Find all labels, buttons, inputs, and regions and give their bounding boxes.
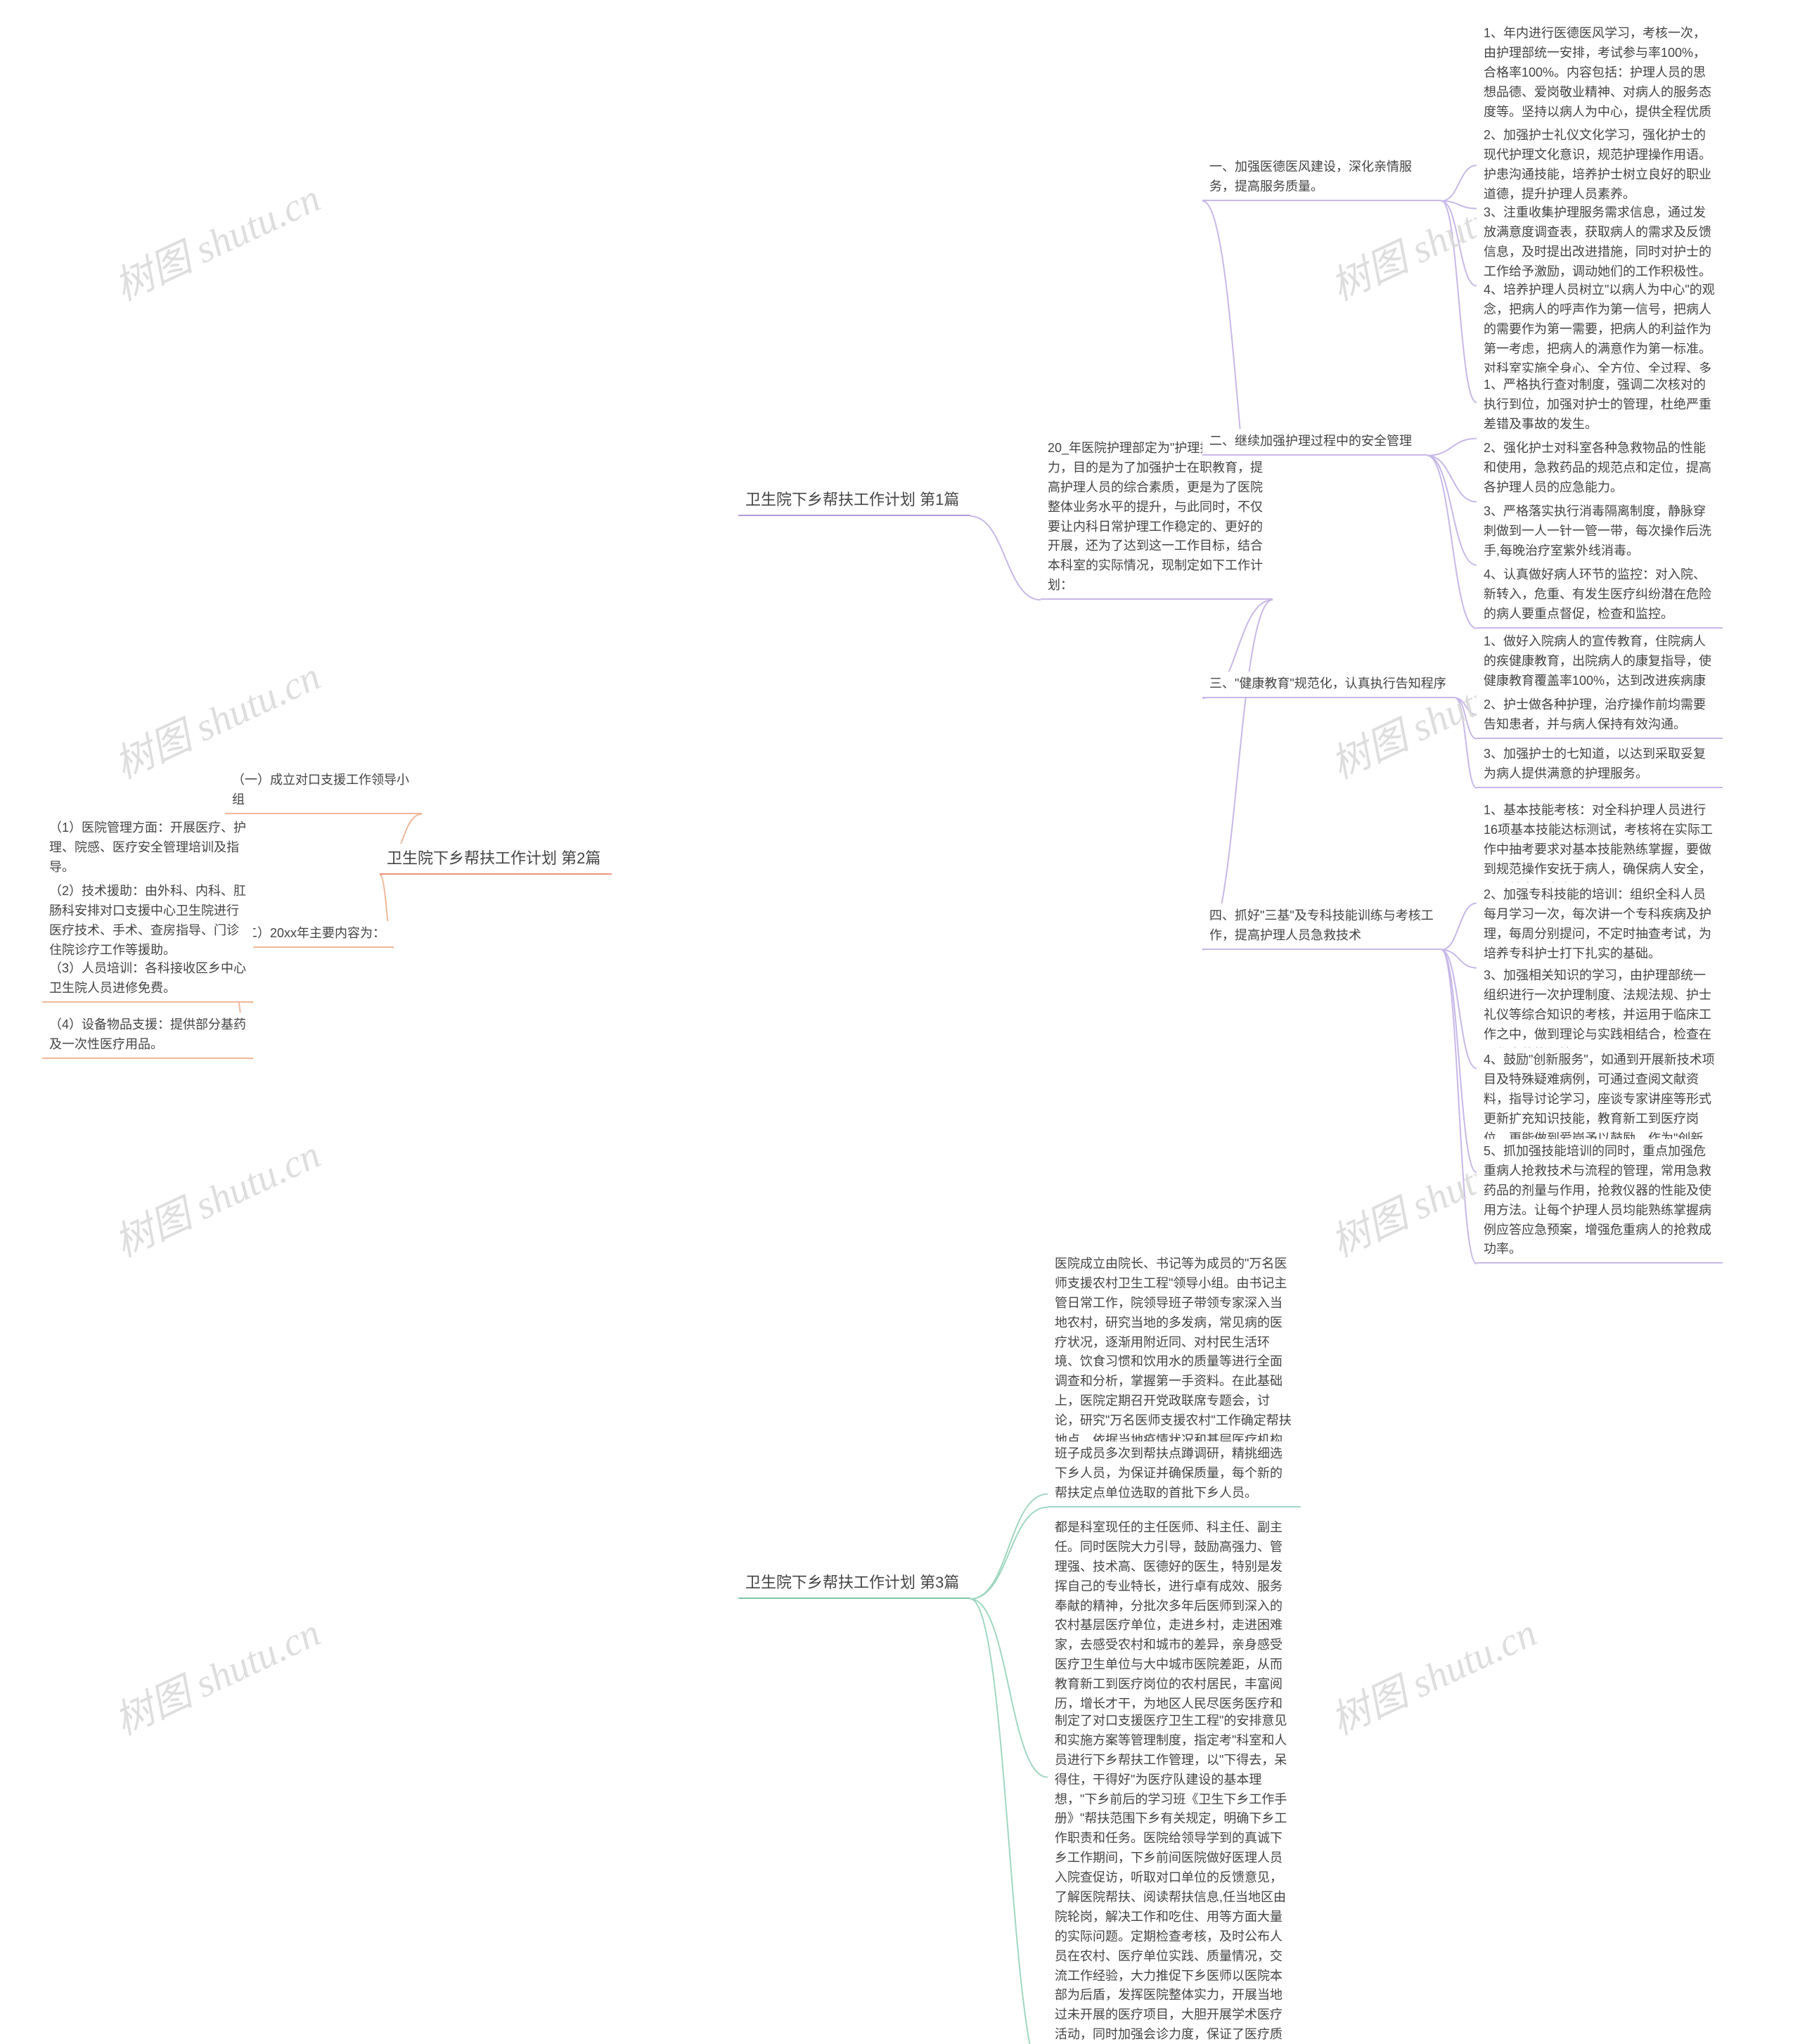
mindmap-node[interactable]: 三、"健康教育"规范化，认真执行告知程序 xyxy=(1202,671,1455,698)
mindmap-node[interactable]: 20_年医院护理部定为"护理技能提升能力，目的是为了加强护士在职教育，提高护理人… xyxy=(1041,436,1273,600)
mindmap-node[interactable]: （2）技术援助：由外科、内科、肛肠科安排对口支援中心卫生院进行医疗技术、手术、查… xyxy=(42,879,253,965)
mindmap-node[interactable]: 3、注重收集护理服务需求信息，通过发放满意度调查表，获取病人的需求及反馈信息，及… xyxy=(1477,200,1723,286)
mindmap-node[interactable]: 2、加强专科技能的培训：组织全科人员每月学习一次，每次讲一个专科疾病及护理，每周… xyxy=(1477,882,1723,968)
mindmap-node[interactable]: 2、加强护士礼仪文化学习，强化护士的现代护理文化意识，规范护理操作用语。护患沟通… xyxy=(1477,123,1723,209)
watermark: 树图 shutu.cn xyxy=(104,167,328,311)
mindmap-node[interactable]: 3、严格落实执行消毒隔离制度，静脉穿刺做到一人一针一管一带，每次操作后洗手,每晚… xyxy=(1477,499,1723,565)
mindmap-node[interactable]: 班子成员多次到帮扶点蹲调研，精挑细选下乡人员，为保证并确保质量，每个新的帮扶定点… xyxy=(1048,1441,1301,1508)
mindmap-node[interactable]: 2、强化护士对科室各种急救物品的性能和使用，急救药品的规范点和定位，提高各护理人… xyxy=(1477,436,1723,502)
mindmap-node[interactable]: 二、继续加强护理过程中的安全管理 xyxy=(1202,429,1427,456)
mindmap-node[interactable]: 四、抓好"三基"及专科技能训练与考核工作，提高护理人员急救技术 xyxy=(1202,904,1441,950)
mindmap-node[interactable]: （1）医院管理方面：开展医疗、护理、院感、医疗安全管理培训及指导。 xyxy=(42,816,253,882)
mindmap-node[interactable]: 卫生院下乡帮扶工作计划 第3篇 xyxy=(738,1568,970,1599)
mindmap-node[interactable]: 2、护士做各种护理，治疗操作前均需要告知患者，并与病人保持有效沟通。 xyxy=(1477,693,1723,739)
mindmap-node[interactable]: 卫生院下乡帮扶工作计划 第1篇 xyxy=(738,485,970,516)
mindmap-node[interactable]: 制定了对口支援医疗卫生工程"的安排意见和实施方案等管理制度，指定考"科室和人员进… xyxy=(1048,1709,1301,2044)
mindmap-node[interactable]: 卫生院下乡帮扶工作计划 第2篇 xyxy=(380,844,612,875)
mindmap-node[interactable]: 4、认真做好病人环节的监控：对入院、新转入，危重、有发生医疗纠纷潜在危险的病人要… xyxy=(1477,563,1723,629)
watermark: 树图 shutu.cn xyxy=(104,1601,328,1746)
mindmap-node[interactable]: （一）成立对口支援工作领导小组 xyxy=(225,768,422,814)
mindmap-node[interactable]: 3、加强护士的七知道，以达到采取妥复为病人提供满意的护理服务。 xyxy=(1477,742,1723,788)
mindmap-node[interactable]: （4）设备物品支援：提供部分基药及一次性医疗用品。 xyxy=(42,1013,253,1059)
watermark: 树图 shutu.cn xyxy=(104,1123,328,1268)
mindmap-node[interactable]: 一、加强医德医风建设，深化亲情服务，提高服务质量。 xyxy=(1202,155,1441,201)
watermark: 树图 shutu.cn xyxy=(1320,1601,1545,1746)
mindmap-node[interactable]: 1、严格执行查对制度，强调二次核对的执行到位，加强对护士的管理，杜绝严重差错及事… xyxy=(1477,373,1723,439)
mindmap-node[interactable]: 5、抓加强技能培训的同时，重点加强危重病人抢救技术与流程的管理，常用急救药品的剂… xyxy=(1477,1139,1723,1264)
mindmap-node[interactable]: （3）人员培训：各科接收区乡中心卫生院人员进修免费。 xyxy=(42,956,253,1003)
